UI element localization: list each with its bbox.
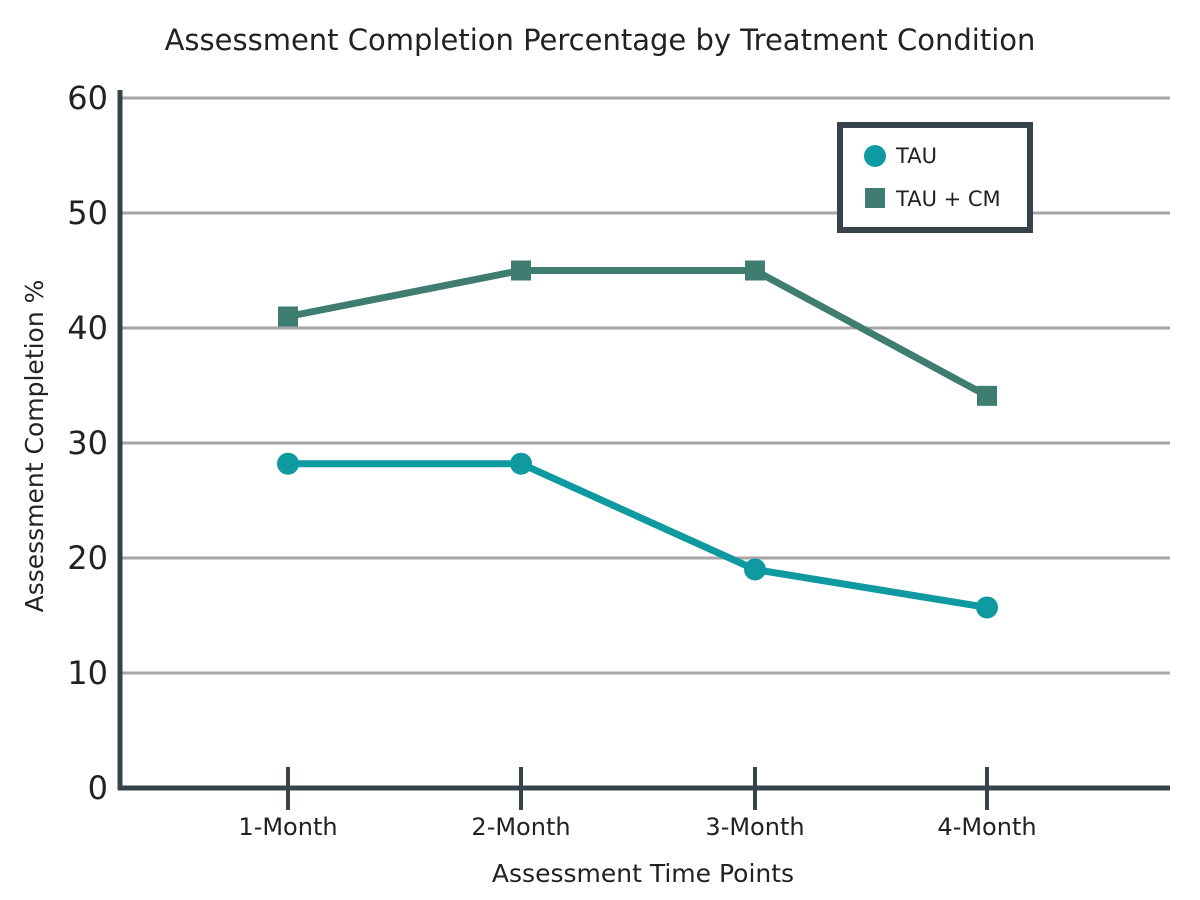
y-tick-label: 0 xyxy=(88,769,108,807)
data-point xyxy=(510,452,532,475)
legend: TAU TAU + CM xyxy=(837,122,1033,233)
data-point xyxy=(511,260,531,281)
y-tick-label: 40 xyxy=(67,309,108,347)
y-tick-label: 60 xyxy=(67,79,108,117)
series-line xyxy=(287,267,989,399)
x-tick-label: 1-Month xyxy=(238,813,337,841)
legend-tau-marker xyxy=(864,145,886,167)
x-tick-label: 3-Month xyxy=(705,813,804,841)
gridlines xyxy=(120,96,1170,675)
series-line xyxy=(288,460,988,611)
y-tick-label: 50 xyxy=(67,194,108,232)
y-axis-label: Assessment Completion % xyxy=(20,280,49,613)
legend-tau-label: TAU xyxy=(895,144,937,168)
y-tick-label: 20 xyxy=(67,539,108,577)
y-tick-label: 10 xyxy=(67,654,108,692)
series-layer xyxy=(277,260,998,619)
data-point xyxy=(976,596,998,619)
y-axis-ticks: 0 10 20 30 40 50 60 xyxy=(67,79,108,807)
chart-title: Assessment Completion Percentage by Trea… xyxy=(165,23,1036,57)
data-point xyxy=(977,385,997,406)
axes xyxy=(117,90,1170,791)
series-tau-cm xyxy=(278,260,997,406)
legend-box xyxy=(837,122,1033,233)
x-axis-ticks: 1-Month 2-Month 3-Month 4-Month xyxy=(238,767,1037,841)
legend-tau-cm-marker xyxy=(865,188,885,208)
y-tick-label: 30 xyxy=(67,424,108,462)
data-point xyxy=(745,260,765,281)
data-point xyxy=(278,306,298,327)
x-tick-label: 4-Month xyxy=(937,813,1036,841)
data-point xyxy=(744,558,766,581)
x-axis-label: Assessment Time Points xyxy=(492,859,794,888)
legend-tau-cm-label: TAU + CM xyxy=(895,187,1001,211)
x-tick-label: 2-Month xyxy=(471,813,570,841)
data-point xyxy=(277,452,299,475)
series-tau xyxy=(277,452,998,619)
